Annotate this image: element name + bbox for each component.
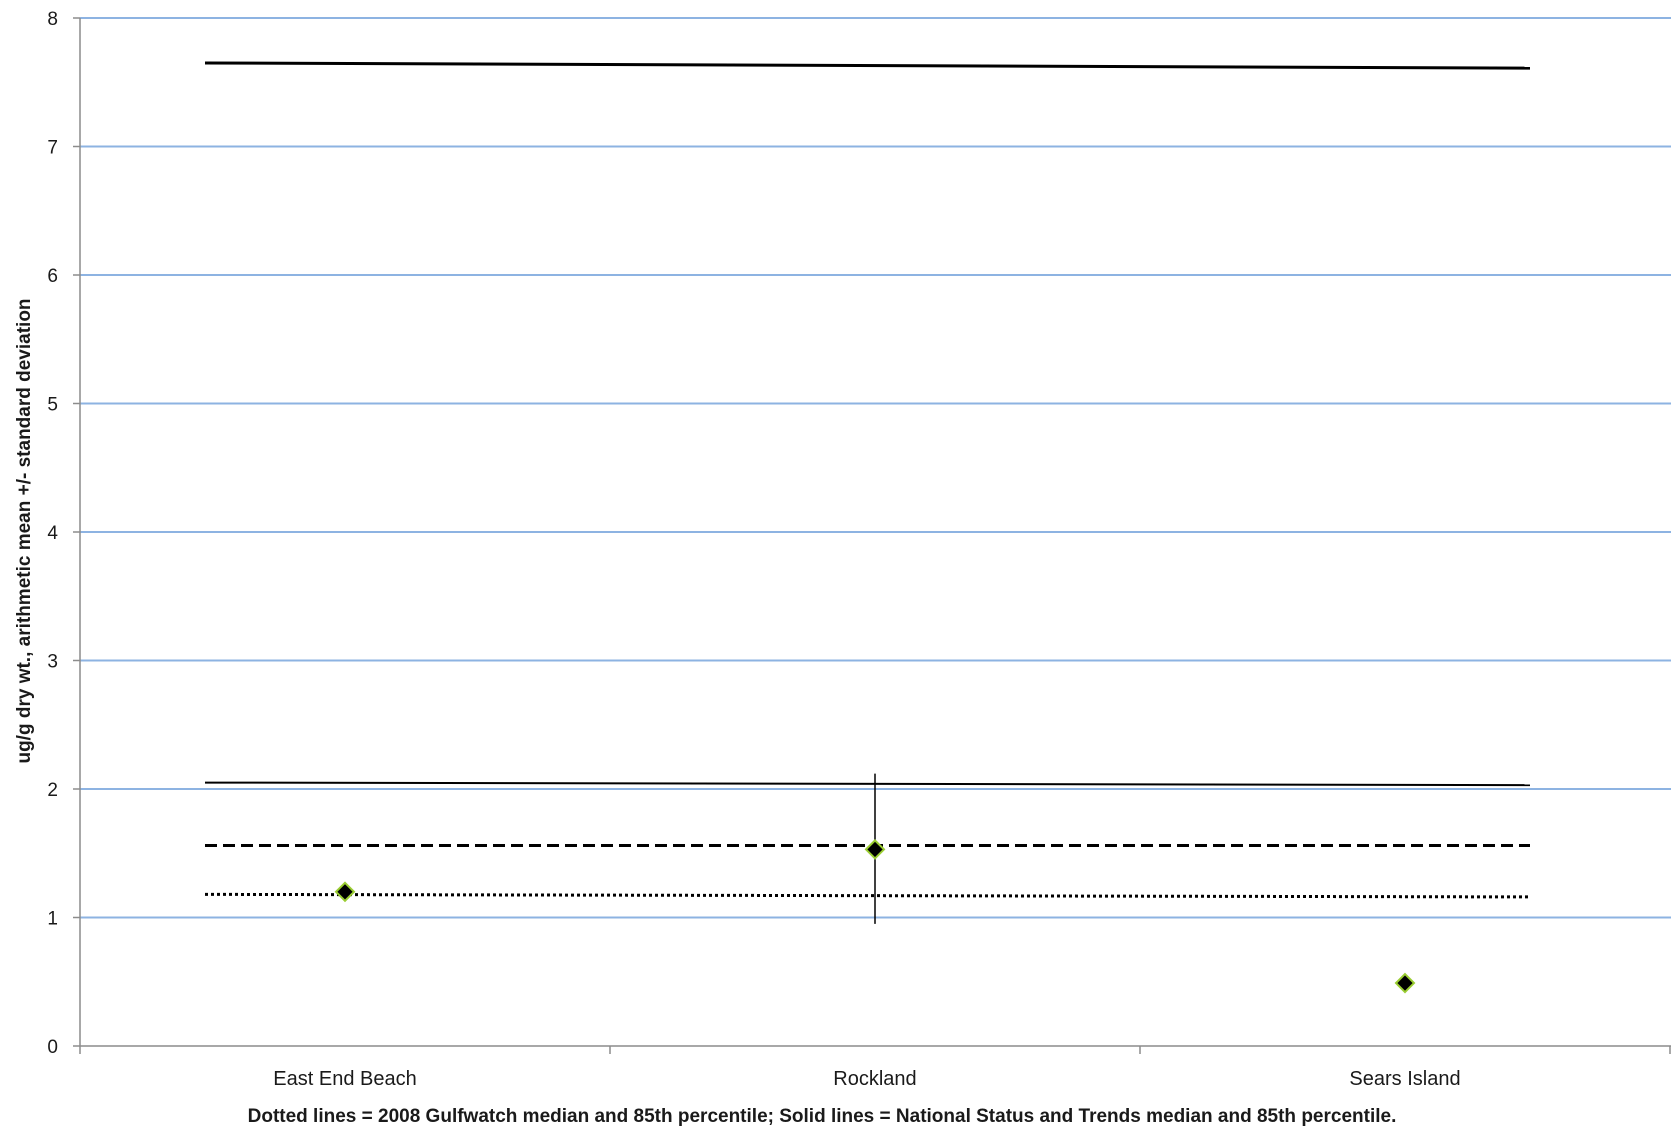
- y-tick-label: 0: [47, 1037, 58, 1058]
- reference-line-solid: [204, 781, 1531, 787]
- axes: [73, 17, 1671, 1054]
- y-axis-title: ug/g dry wt., arithmetic mean +/- standa…: [14, 298, 35, 763]
- y-tick-label: 4: [47, 523, 58, 544]
- x-category-labels: East End Beach Rockland Sears Island: [273, 1068, 1460, 1090]
- data-point: [1394, 972, 1416, 994]
- y-tick-label: 2: [47, 780, 58, 801]
- reference-lines: [204, 61, 1531, 899]
- y-tick-label: 5: [47, 395, 58, 416]
- x-axis-caption: Dotted lines = 2008 Gulfwatch median and…: [248, 1106, 1397, 1127]
- x-category-label: East End Beach: [273, 1068, 416, 1090]
- reference-line-solid: [204, 61, 1531, 70]
- x-category-label: Rockland: [833, 1068, 916, 1090]
- data-point: [334, 881, 356, 903]
- y-tick-label: 3: [47, 652, 58, 673]
- data-points: [334, 838, 1416, 994]
- y-tick-label: 6: [47, 266, 58, 287]
- data-point: [864, 838, 886, 860]
- y-tick-labels: 0 1 2 3 4 5 6 7 8: [47, 9, 58, 1058]
- reference-line-dotted: [204, 892, 1531, 899]
- y-tick-label: 7: [47, 138, 58, 159]
- y-tick-label: 1: [47, 909, 58, 930]
- x-category-label: Sears Island: [1349, 1068, 1460, 1090]
- y-tick-label: 8: [47, 9, 58, 30]
- gridlines: [80, 17, 1671, 919]
